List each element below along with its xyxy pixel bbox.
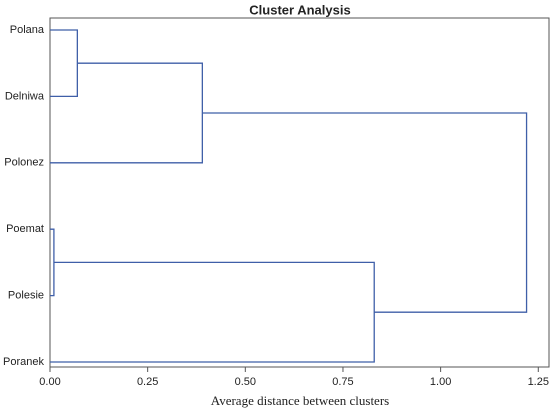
- leaf-label: Polesie: [8, 290, 44, 302]
- leaf-label: Polana: [10, 24, 45, 36]
- leaf-label: Delniwa: [5, 90, 45, 102]
- leaf-label: Poranek: [3, 356, 44, 368]
- dendrogram-link: [50, 62, 203, 164]
- x-tick-label: 0.50: [235, 376, 256, 388]
- dendrogram-link: [50, 261, 375, 363]
- leaf-label: Polonez: [4, 157, 44, 169]
- x-tick-label: 0.75: [332, 376, 353, 388]
- chart-title: Cluster Analysis: [249, 2, 350, 17]
- dendrogram-link: [50, 29, 78, 98]
- leaf-label: Poemat: [6, 223, 44, 235]
- x-tick-label: 1.00: [430, 376, 451, 388]
- x-axis-label: Average distance between clusters: [211, 393, 389, 408]
- x-tick-label: 0.00: [39, 376, 60, 388]
- dendrogram-link: [50, 228, 55, 297]
- x-tick-label: 1.25: [528, 376, 549, 388]
- plot-frame: [49, 17, 550, 368]
- dendrogram-link: [202, 112, 528, 313]
- x-tick-label: 0.25: [137, 376, 158, 388]
